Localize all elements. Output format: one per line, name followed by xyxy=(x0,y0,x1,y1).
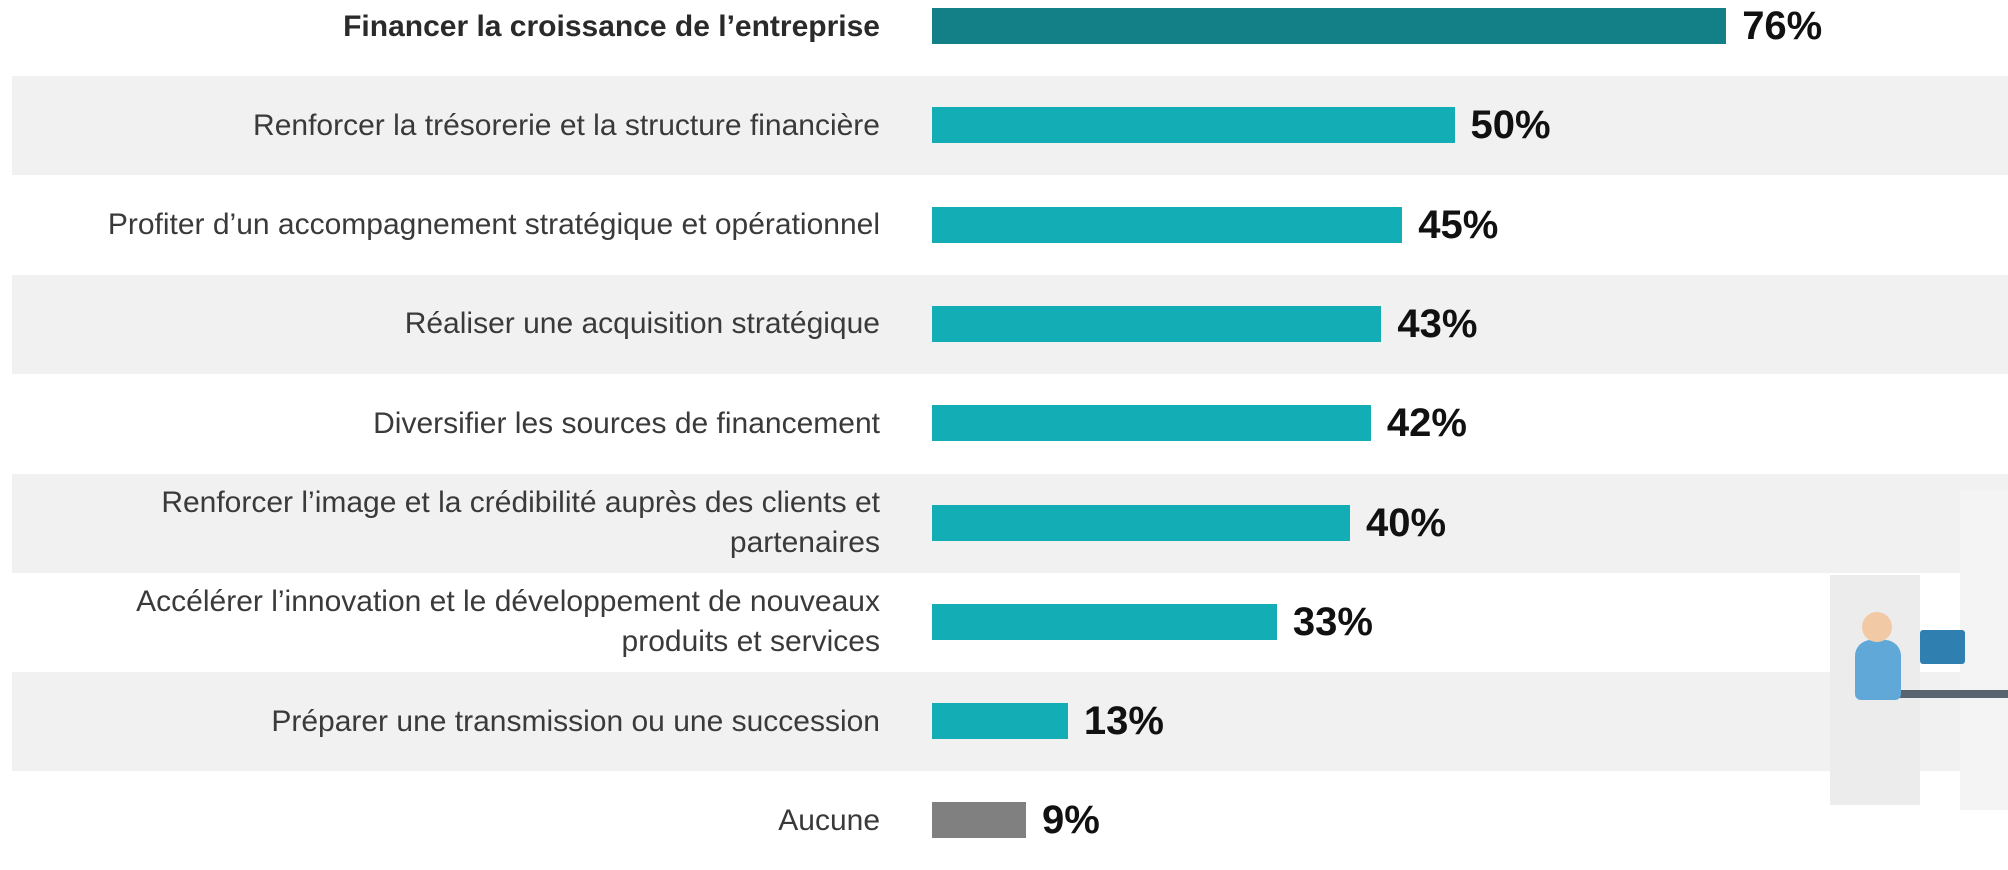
bar xyxy=(932,306,1381,342)
value-label: 43% xyxy=(1397,299,1477,349)
value-label: 42% xyxy=(1387,398,1467,448)
category-label: Renforcer l’image et la crédibilité aupr… xyxy=(0,474,880,573)
category-label: Financer la croissance de l’entreprise xyxy=(0,0,880,76)
value-label: 50% xyxy=(1471,100,1551,150)
bar xyxy=(932,8,1726,44)
bar xyxy=(932,703,1068,739)
category-label: Aucune xyxy=(0,771,880,870)
value-label: 40% xyxy=(1366,498,1446,548)
category-label: Renforcer la trésorerie et la structure … xyxy=(0,76,880,175)
value-label: 13% xyxy=(1084,696,1164,746)
row: Renforcer la trésorerie et la structure … xyxy=(12,76,2008,175)
category-label: Profiter d’un accompagnement stratégique… xyxy=(0,176,880,275)
category-label: Diversifier les sources de financement xyxy=(0,374,880,473)
page: {"chart_data": {"type": "bar", "categori… xyxy=(0,0,2008,840)
bar xyxy=(932,405,1371,441)
row: Accélérer l’innovation et le développeme… xyxy=(12,573,2008,672)
category-label: Réaliser une acquisition stratégique xyxy=(0,275,880,374)
category-label: Accélérer l’innovation et le développeme… xyxy=(0,573,880,672)
row: Préparer une transmission ou une success… xyxy=(12,672,2008,771)
value-label: 45% xyxy=(1418,200,1498,250)
illustration-board xyxy=(1960,490,2008,810)
illustration-monitor xyxy=(1920,630,1965,664)
illustration-head xyxy=(1862,612,1892,642)
value-label: 33% xyxy=(1293,597,1373,647)
bar xyxy=(932,802,1026,838)
value-label: 76% xyxy=(1742,1,1822,51)
bar xyxy=(932,207,1402,243)
row: Renforcer l’image et la crédibilité aupr… xyxy=(12,474,2008,573)
row: Profiter d’un accompagnement stratégique… xyxy=(12,176,2008,275)
illustration-person xyxy=(1855,640,1901,700)
bar xyxy=(932,505,1350,541)
value-label: 9% xyxy=(1042,795,1100,845)
bar xyxy=(932,604,1277,640)
category-label: Préparer une transmission ou une success… xyxy=(0,672,880,771)
bar xyxy=(932,107,1455,143)
